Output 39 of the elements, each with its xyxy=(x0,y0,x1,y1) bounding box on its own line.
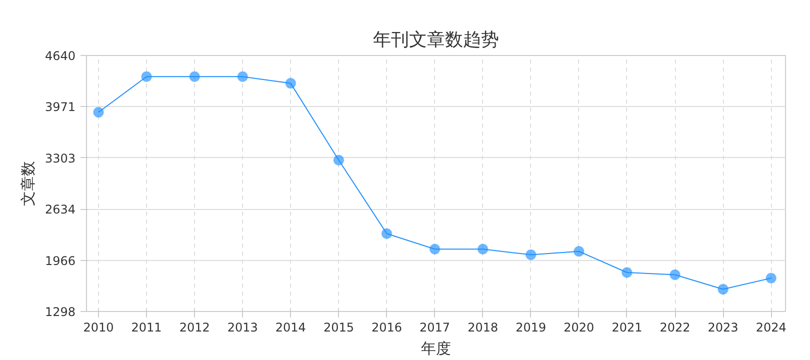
x-tick-label: 2018 xyxy=(468,320,498,334)
x-tick-label: 2017 xyxy=(420,320,450,334)
y-tick-label: 3303 xyxy=(44,151,76,166)
point xyxy=(766,272,777,284)
x-tick-label: 2012 xyxy=(179,320,210,334)
x-axis-title: 年度 xyxy=(421,340,451,358)
point xyxy=(718,284,729,295)
x-tick-label: 2016 xyxy=(371,320,402,334)
y-axis-title: 文章数 xyxy=(18,161,37,206)
y-tick-label: 4640 xyxy=(44,49,76,63)
x-tick-label: 2010 xyxy=(83,320,114,334)
y-tick-label: 1298 xyxy=(44,305,76,319)
point xyxy=(333,154,344,166)
x-tick-label: 2022 xyxy=(660,320,690,334)
x-tick-label: 2015 xyxy=(323,320,354,334)
x-tick-label: 2011 xyxy=(131,320,162,334)
point xyxy=(525,249,536,260)
x-tick-label: 2024 xyxy=(756,320,786,334)
point xyxy=(141,71,152,82)
point xyxy=(621,267,632,278)
x-tick-label: 2021 xyxy=(612,320,642,334)
point xyxy=(477,244,488,255)
point xyxy=(670,269,681,280)
x-tick-label: 2013 xyxy=(227,320,258,334)
x-tick-label: 2019 xyxy=(516,320,546,334)
y-tick-label: 3971 xyxy=(44,100,76,114)
point xyxy=(381,228,392,240)
x-tick-label: 2020 xyxy=(564,320,594,334)
point xyxy=(573,246,584,257)
x-tick-label: 2014 xyxy=(275,320,306,334)
point xyxy=(429,244,440,255)
point xyxy=(285,78,296,89)
x-tick-label: 2023 xyxy=(708,320,738,334)
y-tick-label: 1966 xyxy=(44,254,76,268)
point xyxy=(93,106,104,118)
chart-title: 年刊文章数趋势 xyxy=(373,30,499,50)
point xyxy=(237,71,248,82)
point xyxy=(189,71,200,82)
y-tick-label: 2634 xyxy=(44,202,76,217)
